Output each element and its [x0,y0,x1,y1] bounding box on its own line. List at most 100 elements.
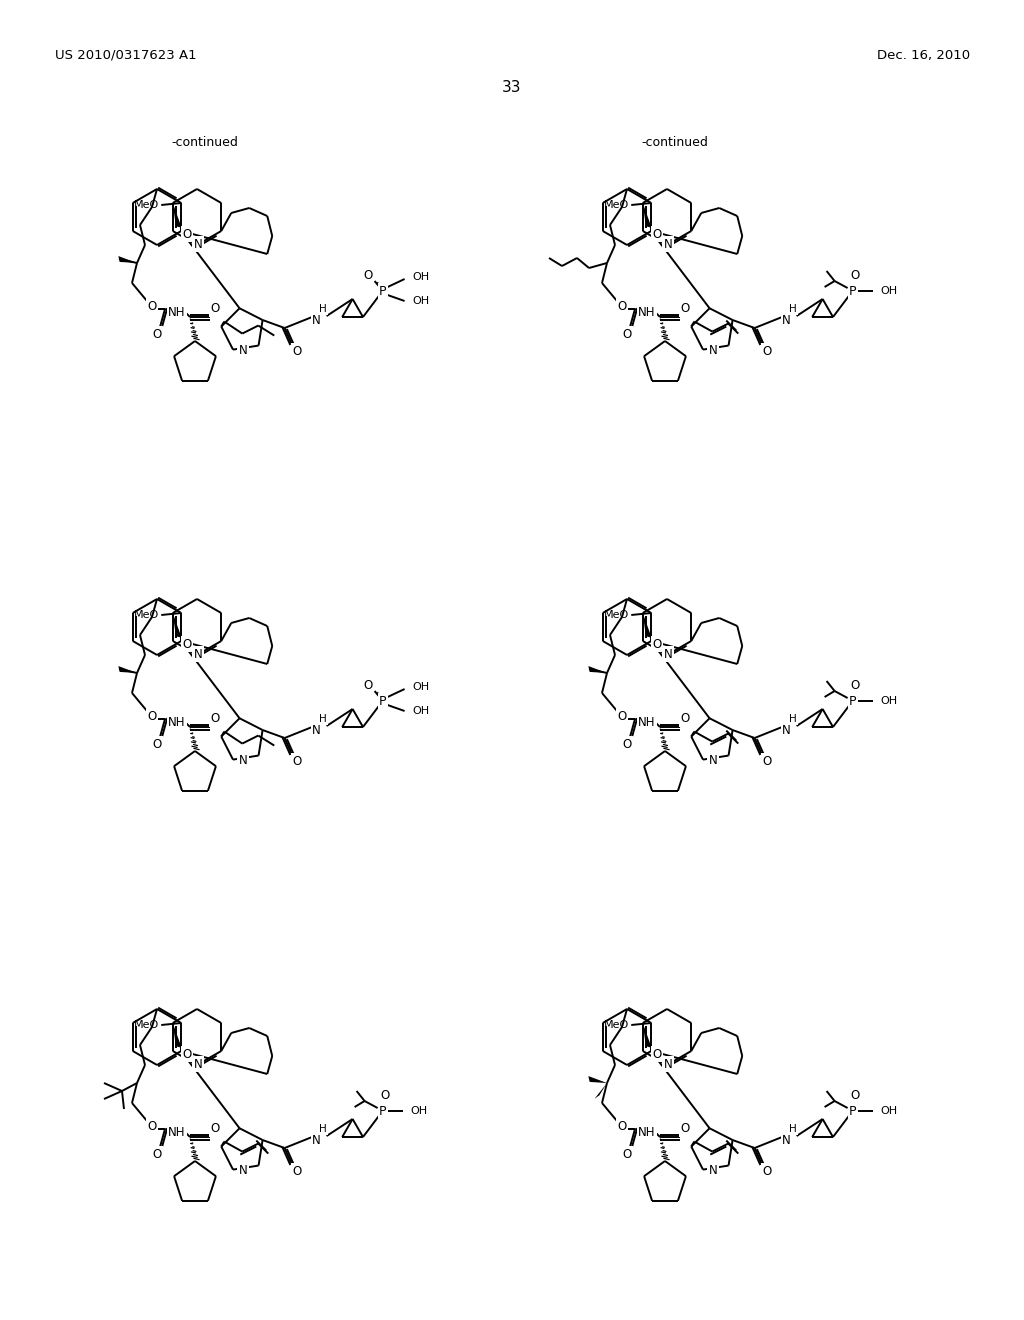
Text: O: O [617,710,627,722]
Text: H: H [318,304,327,314]
Text: N: N [664,648,673,660]
Text: O: O [623,738,632,751]
Text: O: O [362,678,373,692]
Text: P: P [849,1105,856,1118]
Text: N: N [709,343,718,356]
Polygon shape [119,256,137,263]
Polygon shape [643,612,651,638]
Text: NH: NH [168,1126,185,1138]
Polygon shape [173,612,181,638]
Text: MeO: MeO [134,610,160,620]
Text: O: O [652,227,662,240]
Text: O: O [623,1147,632,1160]
Text: O: O [850,1089,859,1101]
Text: N: N [194,648,203,660]
Text: O: O [762,345,771,358]
Text: NH: NH [168,305,185,318]
Text: O: O [210,302,219,315]
Text: N: N [194,238,203,251]
Text: O: O [182,227,191,240]
Text: O: O [147,1119,157,1133]
Text: O: O [617,1119,627,1133]
Text: MeO: MeO [604,1020,630,1030]
Text: N: N [312,1134,321,1147]
Text: N: N [664,1057,673,1071]
Text: MeO: MeO [604,610,630,620]
Text: O: O [210,713,219,726]
Text: OH: OH [411,1106,428,1115]
Text: N: N [709,754,718,767]
Polygon shape [589,1076,607,1082]
Text: O: O [362,268,373,281]
Text: OH: OH [413,706,430,715]
Text: H: H [788,304,797,314]
Text: -continued: -continued [172,136,239,149]
Text: N: N [312,723,321,737]
Text: O: O [153,327,162,341]
Text: N: N [312,314,321,326]
Text: O: O [182,1048,191,1060]
Text: US 2010/0317623 A1: US 2010/0317623 A1 [55,49,197,62]
Text: OH: OH [413,682,430,692]
Text: O: O [680,713,689,726]
Text: O: O [652,638,662,651]
Text: OH: OH [881,286,898,296]
Polygon shape [643,203,651,228]
Text: P: P [849,694,856,708]
Text: O: O [652,1048,662,1060]
Text: O: O [210,1122,219,1135]
Text: O: O [147,710,157,722]
Text: H: H [318,1125,327,1134]
Text: O: O [617,300,627,313]
Polygon shape [173,1023,181,1048]
Text: NH: NH [168,715,185,729]
Text: H: H [788,1125,797,1134]
Text: O: O [153,738,162,751]
Text: N: N [782,723,791,737]
Text: NH: NH [638,715,655,729]
Text: O: O [850,678,859,692]
Text: O: O [292,345,301,358]
Text: N: N [664,238,673,251]
Text: P: P [379,285,386,297]
Text: O: O [380,1089,389,1101]
Text: N: N [709,1163,718,1176]
Text: MeO: MeO [604,201,630,210]
Text: N: N [239,343,248,356]
Text: P: P [379,694,386,708]
Text: O: O [680,302,689,315]
Polygon shape [119,667,137,673]
Text: Dec. 16, 2010: Dec. 16, 2010 [877,49,970,62]
Text: N: N [194,1057,203,1071]
Text: P: P [849,285,856,297]
Text: -continued: -continued [642,136,709,149]
Text: O: O [850,268,859,281]
Polygon shape [595,1082,607,1098]
Text: O: O [153,1147,162,1160]
Text: O: O [292,1164,301,1177]
Text: H: H [318,714,327,723]
Text: MeO: MeO [134,201,160,210]
Text: N: N [782,314,791,326]
Text: OH: OH [413,296,430,306]
Text: MeO: MeO [134,1020,160,1030]
Text: N: N [782,1134,791,1147]
Text: OH: OH [881,1106,898,1115]
Text: H: H [788,714,797,723]
Text: N: N [239,754,248,767]
Text: NH: NH [638,305,655,318]
Text: O: O [292,755,301,767]
Polygon shape [643,1023,651,1048]
Text: O: O [182,638,191,651]
Polygon shape [589,667,607,673]
Text: N: N [239,1163,248,1176]
Text: NH: NH [638,1126,655,1138]
Text: O: O [623,327,632,341]
Text: O: O [762,1164,771,1177]
Text: O: O [762,755,771,767]
Polygon shape [173,203,181,228]
Text: O: O [680,1122,689,1135]
Text: 33: 33 [502,79,522,95]
Text: P: P [379,1105,386,1118]
Text: OH: OH [413,272,430,282]
